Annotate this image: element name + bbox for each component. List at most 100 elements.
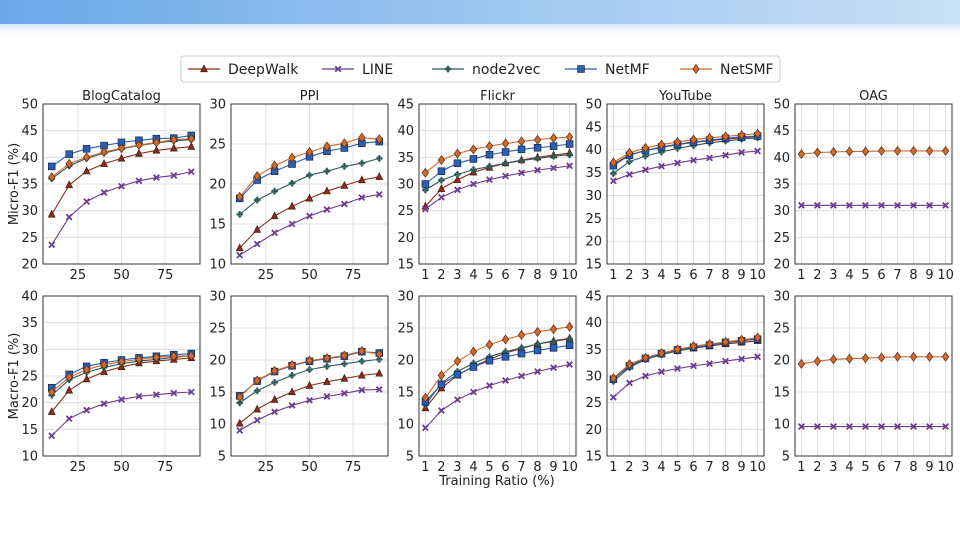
data-point-line <box>518 169 525 177</box>
data-point-line <box>534 166 541 174</box>
data-point-netsmf <box>737 130 746 141</box>
data-point-netsmf <box>358 346 366 357</box>
y-tick-label: 10 <box>209 418 226 433</box>
panel-background <box>607 104 764 264</box>
data-point-netsmf <box>421 167 430 178</box>
data-point-netsmf <box>609 157 618 168</box>
y-tick-label: 25 <box>21 370 38 385</box>
data-point-line <box>170 389 178 397</box>
data-point-deepwalk <box>253 224 262 233</box>
data-point-line <box>690 362 697 370</box>
y-tick-label: 30 <box>397 178 414 193</box>
y-tick-label: 40 <box>21 290 38 305</box>
panel-r1-c1-macro: 5 10 15 20 25 30 25 50 75 <box>209 290 389 475</box>
data-point-line <box>846 201 853 209</box>
data-point-line <box>502 172 509 180</box>
y-tick-label: 45 <box>397 98 414 113</box>
x-tick-label: 10 <box>937 268 954 283</box>
panel-frame <box>42 103 201 265</box>
data-point-line <box>83 198 91 206</box>
x-tick-label: 3 <box>641 460 649 475</box>
data-point-netsmf <box>375 134 383 145</box>
y-tick-label: 40 <box>397 124 414 139</box>
data-point-netsmf <box>737 334 746 345</box>
x-tick-label: 50 <box>301 460 318 475</box>
data-point-netsmf <box>657 139 666 150</box>
data-point-netsmf <box>893 145 902 156</box>
data-point-netsmf <box>152 137 161 148</box>
data-point-netsmf <box>421 392 430 403</box>
data-point-line <box>566 361 574 368</box>
data-point-line <box>738 355 746 363</box>
data-point-netsmf <box>135 354 143 365</box>
data-point-deepwalk <box>169 143 178 152</box>
x-tick-label: 25 <box>70 460 87 475</box>
y-tick-label: 30 <box>21 204 38 219</box>
data-point-line <box>470 388 477 396</box>
data-point-netsmf <box>533 134 542 145</box>
data-point-line <box>135 392 143 400</box>
y-tick-label: 10 <box>21 450 38 465</box>
data-point-netsmf <box>170 351 178 362</box>
data-point-netsmf <box>941 351 950 362</box>
y-tick-label: 35 <box>21 178 38 193</box>
data-point-line <box>65 415 73 423</box>
x-tick-label: 6 <box>501 268 509 283</box>
series-line-node2vec <box>613 137 758 174</box>
y-tick-label: 10 <box>209 258 226 273</box>
data-point-netsmf <box>753 128 762 139</box>
data-point-deepwalk <box>47 407 56 415</box>
data-point-netmf <box>65 150 73 158</box>
x-tick-label: 5 <box>673 268 681 283</box>
data-point-line <box>754 353 762 361</box>
data-point-line <box>152 391 160 399</box>
data-point-netmf <box>47 162 56 171</box>
x-tick-label: 50 <box>301 268 318 283</box>
x-tick-label: 4 <box>657 460 665 475</box>
x-tick-label: 4 <box>469 268 477 283</box>
data-point-deepwalk <box>270 211 279 220</box>
x-tick-label: 5 <box>861 460 869 475</box>
y-tick-label: 30 <box>209 290 226 305</box>
x-tick-label: 8 <box>533 460 541 475</box>
x-tick-label: 2 <box>813 460 821 475</box>
data-point-line <box>421 424 429 432</box>
data-point-netsmf <box>909 145 918 156</box>
y-tick-label: 35 <box>397 151 414 166</box>
panel-frame <box>794 295 953 457</box>
legend-label-node2vec: node2vec <box>472 62 540 78</box>
series-line-netsmf <box>801 356 946 365</box>
data-point-netsmf <box>641 142 650 153</box>
x-tick-label: 6 <box>501 460 509 475</box>
data-point-line <box>754 147 762 155</box>
panel-background <box>795 296 952 456</box>
data-point-deepwalk <box>453 175 462 183</box>
x-tick-label: 75 <box>345 268 362 283</box>
data-point-line <box>486 382 493 390</box>
data-point-netsmf <box>893 351 902 362</box>
data-point-line <box>926 423 934 430</box>
x-tick-label: 5 <box>861 268 869 283</box>
data-point-line <box>486 176 493 184</box>
panel-background <box>419 296 576 456</box>
data-point-netmf <box>453 370 462 379</box>
data-point-netmf <box>549 344 558 352</box>
data-point-netsmf <box>877 352 886 363</box>
data-point-line <box>118 396 125 403</box>
x-tick-label: 3 <box>829 268 837 283</box>
y-tick-label: 50 <box>773 98 790 113</box>
y-tick-label: 15 <box>397 386 414 401</box>
data-point-line <box>375 386 383 393</box>
y-tick-label: 45 <box>585 290 602 305</box>
panel-frame <box>418 295 577 457</box>
data-point-netsmf <box>288 152 296 163</box>
y-tick-label: 40 <box>773 151 790 166</box>
data-point-line <box>722 357 729 365</box>
x-tick-label: 7 <box>705 268 713 283</box>
data-point-netsmf <box>909 351 918 362</box>
data-point-line <box>48 241 56 249</box>
legend-marker-line <box>334 65 342 73</box>
data-point-line <box>625 379 633 387</box>
data-point-line <box>942 201 950 209</box>
